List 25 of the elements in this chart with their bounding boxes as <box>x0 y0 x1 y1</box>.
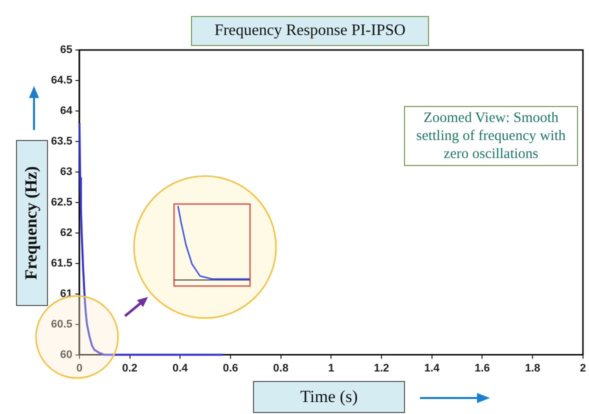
y-axis-title: Frequency (Hz) <box>22 166 42 280</box>
y-tick-label: 62 <box>60 226 72 239</box>
y-tick-label: 63 <box>60 166 72 178</box>
y-tick-label: 63.5 <box>50 135 72 148</box>
y-tick-label: 60.5 <box>50 318 72 330</box>
y-tick-label: 64.5 <box>50 74 72 87</box>
x-tick-label: 1.2 <box>374 362 390 374</box>
x-tick-label: 0.4 <box>172 362 189 374</box>
x-axis-title: Time (s) <box>253 381 405 413</box>
x-tick-label: 1.8 <box>524 362 540 374</box>
y-tick-label: 62.5 <box>50 196 72 208</box>
x-tick-label: 0.8 <box>273 362 288 374</box>
x-tick-label: 0.6 <box>222 362 238 374</box>
annotation: Zoomed View: Smooth settling of frequency with zero oscillations <box>404 106 578 166</box>
x-tick-label: 1.6 <box>474 362 490 374</box>
x-tick-label: 2 <box>580 362 586 374</box>
x-tick-label: 1.4 <box>424 362 440 374</box>
x-tick-label: 0.2 <box>122 362 138 374</box>
x-tick-label: 0 <box>76 362 82 374</box>
x-tick-label: 1 <box>328 362 334 374</box>
y-tick-label: 64 <box>60 104 74 117</box>
y-tick-label: 61.5 <box>50 257 72 270</box>
y-tick-label: 60 <box>60 348 72 361</box>
chart-title: Frequency Response PI-IPSO <box>191 16 429 46</box>
y-tick-label: 65 <box>60 44 72 56</box>
